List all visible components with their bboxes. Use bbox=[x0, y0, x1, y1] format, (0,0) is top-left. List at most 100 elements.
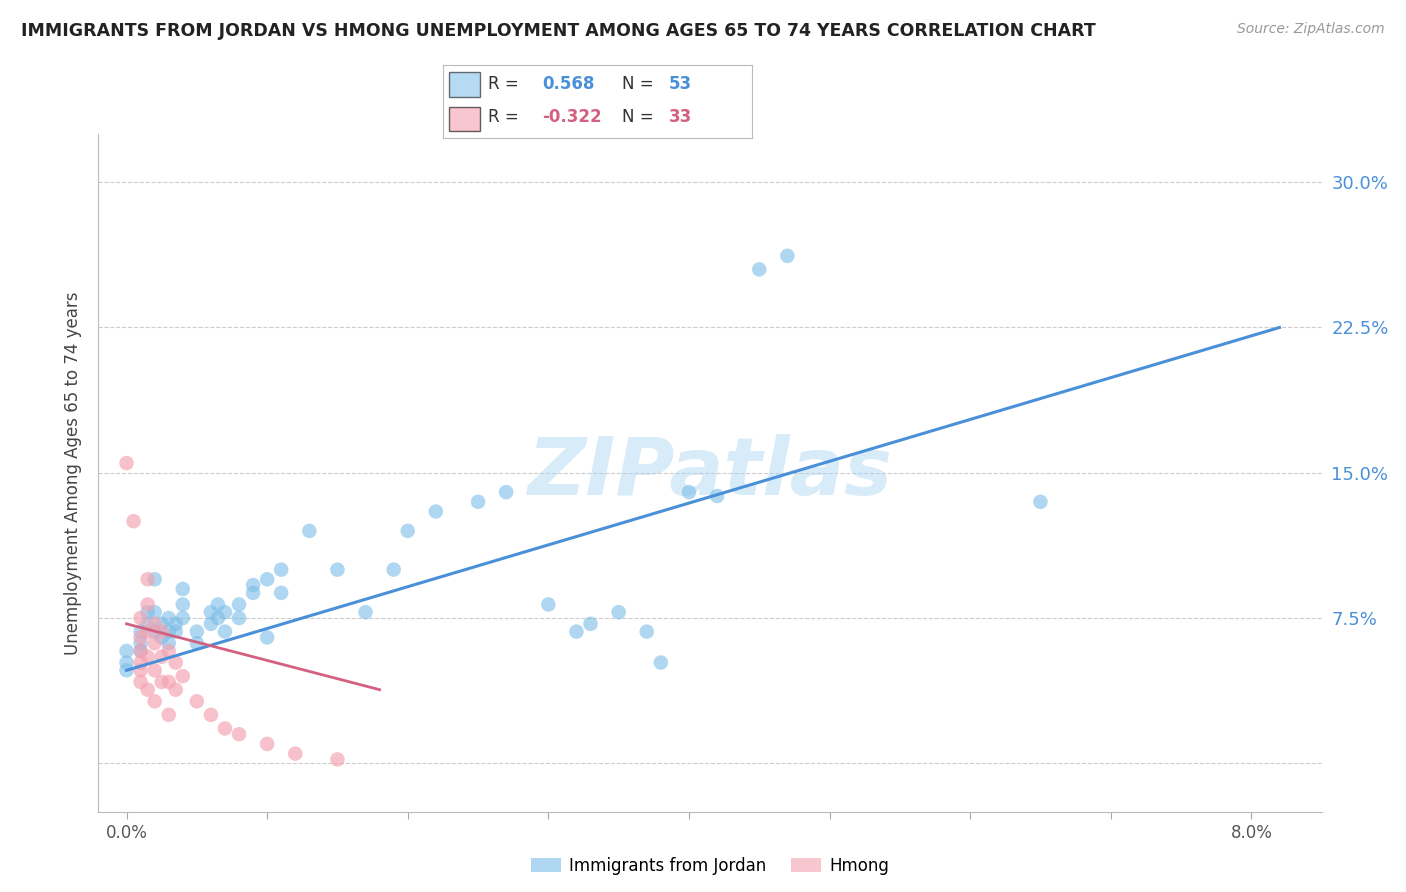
Point bbox=[748, 262, 770, 277]
Point bbox=[143, 663, 166, 677]
Point bbox=[214, 624, 236, 639]
Point bbox=[157, 675, 180, 690]
Point bbox=[143, 572, 166, 586]
Point bbox=[186, 636, 208, 650]
Point bbox=[165, 616, 187, 631]
Point bbox=[136, 598, 159, 612]
Point bbox=[706, 489, 728, 503]
Point bbox=[284, 747, 307, 761]
Point bbox=[150, 624, 173, 639]
Point bbox=[136, 682, 159, 697]
Text: N =: N = bbox=[623, 109, 654, 127]
Point bbox=[129, 644, 152, 658]
Point bbox=[115, 456, 138, 470]
Point bbox=[256, 737, 278, 751]
Point bbox=[776, 249, 799, 263]
Point bbox=[165, 682, 187, 697]
Point bbox=[396, 524, 419, 538]
Point bbox=[228, 598, 250, 612]
Point bbox=[607, 605, 630, 619]
Point bbox=[150, 649, 173, 664]
Text: ZIPatlas: ZIPatlas bbox=[527, 434, 893, 512]
Point bbox=[242, 586, 264, 600]
Point bbox=[129, 631, 152, 645]
Text: R =: R = bbox=[488, 75, 519, 93]
Point bbox=[537, 598, 560, 612]
Point bbox=[467, 495, 489, 509]
Point bbox=[214, 605, 236, 619]
Point bbox=[136, 649, 159, 664]
Point bbox=[228, 611, 250, 625]
Point bbox=[186, 694, 208, 708]
Point bbox=[143, 636, 166, 650]
Point bbox=[115, 663, 138, 677]
Point bbox=[425, 504, 447, 518]
Point bbox=[150, 616, 173, 631]
Text: 53: 53 bbox=[669, 75, 692, 93]
Point bbox=[242, 578, 264, 592]
Point bbox=[157, 636, 180, 650]
Y-axis label: Unemployment Among Ages 65 to 74 years: Unemployment Among Ages 65 to 74 years bbox=[63, 291, 82, 655]
Point bbox=[136, 616, 159, 631]
Point bbox=[270, 586, 292, 600]
Point bbox=[143, 616, 166, 631]
Point bbox=[200, 707, 222, 722]
Point bbox=[157, 707, 180, 722]
Point bbox=[143, 694, 166, 708]
Point bbox=[157, 624, 180, 639]
Point bbox=[136, 624, 159, 639]
Point bbox=[256, 631, 278, 645]
Legend: Immigrants from Jordan, Hmong: Immigrants from Jordan, Hmong bbox=[524, 850, 896, 881]
Point bbox=[326, 563, 349, 577]
Point bbox=[214, 722, 236, 736]
Point bbox=[200, 605, 222, 619]
Point bbox=[136, 572, 159, 586]
Point bbox=[186, 624, 208, 639]
Point bbox=[165, 656, 187, 670]
Point bbox=[636, 624, 658, 639]
Point bbox=[129, 675, 152, 690]
Point bbox=[200, 616, 222, 631]
Text: N =: N = bbox=[623, 75, 654, 93]
Point bbox=[129, 636, 152, 650]
Point bbox=[150, 675, 173, 690]
Text: 0.568: 0.568 bbox=[541, 75, 595, 93]
Point bbox=[650, 656, 672, 670]
Point bbox=[129, 656, 152, 670]
Point bbox=[157, 644, 180, 658]
Point bbox=[172, 611, 194, 625]
Point bbox=[256, 572, 278, 586]
FancyBboxPatch shape bbox=[449, 72, 479, 96]
Point bbox=[382, 563, 405, 577]
Point bbox=[157, 611, 180, 625]
Point bbox=[495, 485, 517, 500]
Text: -0.322: -0.322 bbox=[541, 109, 602, 127]
Text: Source: ZipAtlas.com: Source: ZipAtlas.com bbox=[1237, 22, 1385, 37]
Point bbox=[579, 616, 602, 631]
Text: 33: 33 bbox=[669, 109, 692, 127]
Point bbox=[115, 644, 138, 658]
Point bbox=[207, 598, 229, 612]
Point bbox=[1029, 495, 1052, 509]
Point bbox=[143, 605, 166, 619]
Point bbox=[129, 644, 152, 658]
Point bbox=[172, 669, 194, 683]
Point bbox=[150, 631, 173, 645]
Point bbox=[228, 727, 250, 741]
Point bbox=[129, 624, 152, 639]
Point bbox=[207, 611, 229, 625]
Text: R =: R = bbox=[488, 109, 519, 127]
Point bbox=[115, 656, 138, 670]
Point bbox=[122, 514, 145, 528]
Point bbox=[326, 752, 349, 766]
Point bbox=[172, 598, 194, 612]
Point bbox=[129, 611, 152, 625]
Point bbox=[298, 524, 321, 538]
FancyBboxPatch shape bbox=[449, 107, 479, 131]
Point bbox=[136, 605, 159, 619]
Point bbox=[565, 624, 588, 639]
Point bbox=[129, 663, 152, 677]
Point bbox=[143, 624, 166, 639]
Point bbox=[678, 485, 700, 500]
Point bbox=[270, 563, 292, 577]
